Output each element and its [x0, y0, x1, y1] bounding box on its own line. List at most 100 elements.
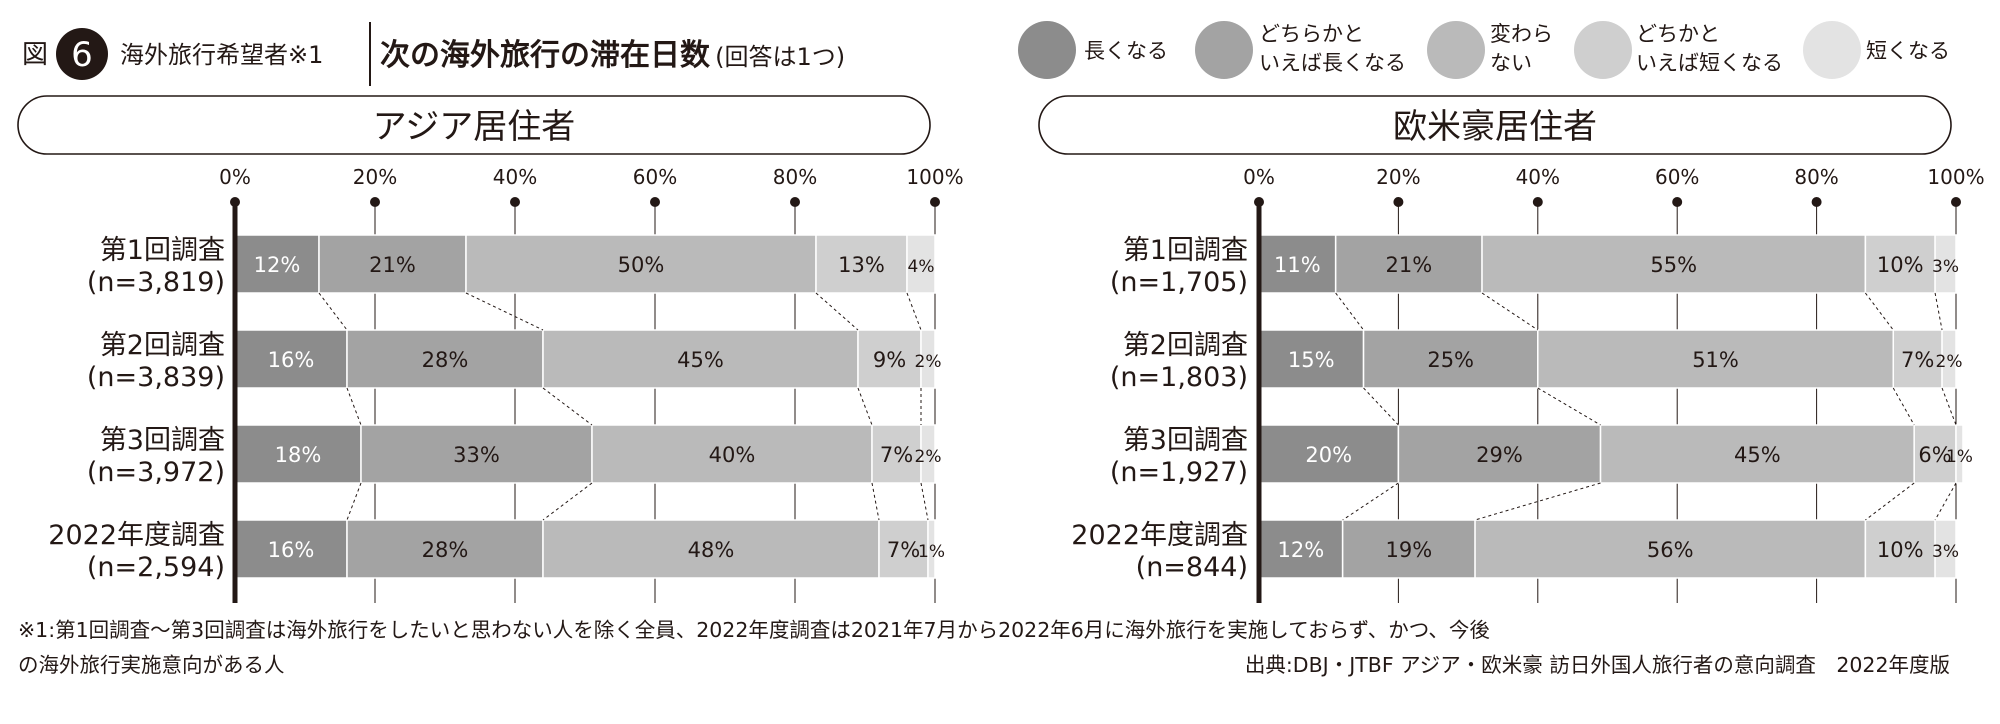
sample-size-label: (n=1,927) — [1110, 457, 1248, 488]
tick-dot — [1951, 197, 1961, 207]
figure-title: 次の海外旅行の滞在日数 (回答は1つ) — [380, 38, 845, 73]
footnote-line-1: ※1:第1回調査〜第3回調査は海外旅行をしたいと思わない人を除く全員、2022年… — [18, 618, 1490, 642]
data-label: 19% — [1386, 538, 1433, 562]
connector-line — [815, 292, 859, 331]
bar-segment — [1397, 424, 1602, 484]
tick-dot — [1811, 197, 1822, 207]
tick-dot — [510, 197, 520, 207]
connector-line — [346, 387, 362, 426]
tick-dot — [1393, 197, 1404, 207]
sample-size-label: (n=3,972) — [87, 457, 225, 488]
bar-segment — [815, 234, 908, 294]
data-label: 45% — [1734, 443, 1781, 467]
legend-label: いえば長くなる — [1259, 51, 1406, 75]
tick-dot — [790, 197, 800, 207]
data-label: 55% — [1650, 253, 1697, 277]
category-label: 第1回調査 — [100, 235, 225, 266]
tick-label: 20% — [353, 165, 397, 189]
bar-segment — [878, 519, 929, 579]
category-label: 第2回調査 — [100, 330, 225, 361]
bar-segment — [927, 519, 936, 579]
data-label: 45% — [677, 348, 724, 372]
data-label: 7% — [887, 538, 920, 562]
tick-label: 80% — [773, 165, 817, 189]
connector-line — [318, 292, 348, 331]
bar-segment — [920, 424, 936, 484]
sample-size-label: (n=3,819) — [87, 267, 225, 298]
footnote-line-2: の海外旅行実施意向がある人 — [18, 653, 285, 677]
data-label: 2% — [915, 447, 942, 467]
tick-label: 40% — [493, 165, 537, 189]
bar-segment — [871, 424, 922, 484]
figure-title-main: 次の海外旅行の滞在日数 — [380, 38, 711, 73]
panel-title-pill — [1038, 95, 1952, 155]
connector-line — [1481, 292, 1539, 331]
tick-dot — [650, 197, 660, 207]
bar-segment — [1955, 424, 1964, 484]
data-label: 12% — [254, 253, 301, 277]
panel-title-pill — [17, 95, 931, 155]
legend-item-no-change: 変わら ない — [1427, 21, 1553, 79]
tick-dot — [930, 197, 940, 207]
tick-label: 20% — [1376, 165, 1420, 189]
connector-line — [1864, 292, 1894, 331]
figure-label: 図 — [22, 40, 48, 70]
tick-label: 100% — [906, 165, 963, 189]
bar-segment — [1864, 519, 1936, 579]
connector-line — [871, 482, 880, 521]
bar-segment — [234, 234, 320, 294]
bar-segment — [1481, 234, 1867, 294]
data-label: 50% — [618, 253, 665, 277]
legend-item-short: 短くなる — [1803, 21, 1950, 79]
data-label: 16% — [268, 538, 315, 562]
legend-swatch — [1195, 21, 1253, 79]
tick-label: 60% — [1655, 165, 1699, 189]
data-label: 20% — [1305, 443, 1352, 467]
data-label: 28% — [422, 538, 469, 562]
source-credit: 出典:DBJ・JTBF アジア・欧米豪 訪日外国人旅行者の意向調査 2022年度… — [1245, 653, 1950, 677]
legend-label: 長くなる — [1084, 39, 1168, 63]
connector-line — [542, 387, 593, 426]
bar-segment — [234, 424, 362, 484]
data-label: 6% — [1918, 443, 1951, 467]
tick-label: 0% — [219, 165, 251, 189]
connector-line — [1892, 387, 1915, 426]
tick-label: 100% — [1927, 165, 1984, 189]
connector-line — [920, 482, 929, 521]
data-label: 10% — [1877, 253, 1924, 277]
tick-dot — [1532, 197, 1543, 207]
data-label: 51% — [1692, 348, 1739, 372]
connector-line — [857, 387, 873, 426]
data-label: 9% — [873, 348, 906, 372]
data-label: 4% — [908, 257, 935, 277]
figure-header: 図 6 海外旅行希望者※1 次の海外旅行の滞在日数 (回答は1つ) — [22, 22, 845, 86]
bar-segment — [542, 329, 859, 389]
legend-label: どちらかと — [1259, 22, 1364, 46]
data-label: 25% — [1427, 348, 1474, 372]
data-label: 56% — [1647, 538, 1694, 562]
data-label: 1% — [1946, 447, 1973, 467]
bar-segment — [360, 424, 593, 484]
data-label: 2% — [1936, 352, 1963, 372]
data-label: 21% — [369, 253, 416, 277]
tick-label: 40% — [1516, 165, 1560, 189]
connector-line — [1335, 292, 1364, 331]
connector-line — [1934, 292, 1943, 331]
data-label: 1% — [918, 542, 945, 562]
data-label: 15% — [1288, 348, 1335, 372]
data-label: 40% — [709, 443, 756, 467]
category-label: 2022年度調査 — [1071, 520, 1248, 551]
tick-dot — [370, 197, 380, 207]
bar-segment — [1913, 424, 1957, 484]
legend-item-long: 長くなる — [1018, 21, 1168, 79]
category-label: 第3回調査 — [1123, 425, 1248, 456]
bar-segment — [234, 329, 348, 389]
plot-asia: 0% 20% 40% 60% 80% 100%12% 21% 50% 13% 4%第1回調査(n=… — [48, 165, 964, 603]
plot-western: 0% 20% 40% 60% 80% 100%11% 21% 55% 10% 3%第1回調査(n=… — [1071, 165, 1985, 603]
connector-line — [1934, 482, 1957, 521]
panel-western-title: 欧米豪居住者 — [1038, 95, 1952, 155]
data-label: 7% — [880, 443, 913, 467]
bar-segment — [1934, 234, 1957, 294]
bar-segment — [920, 329, 936, 389]
